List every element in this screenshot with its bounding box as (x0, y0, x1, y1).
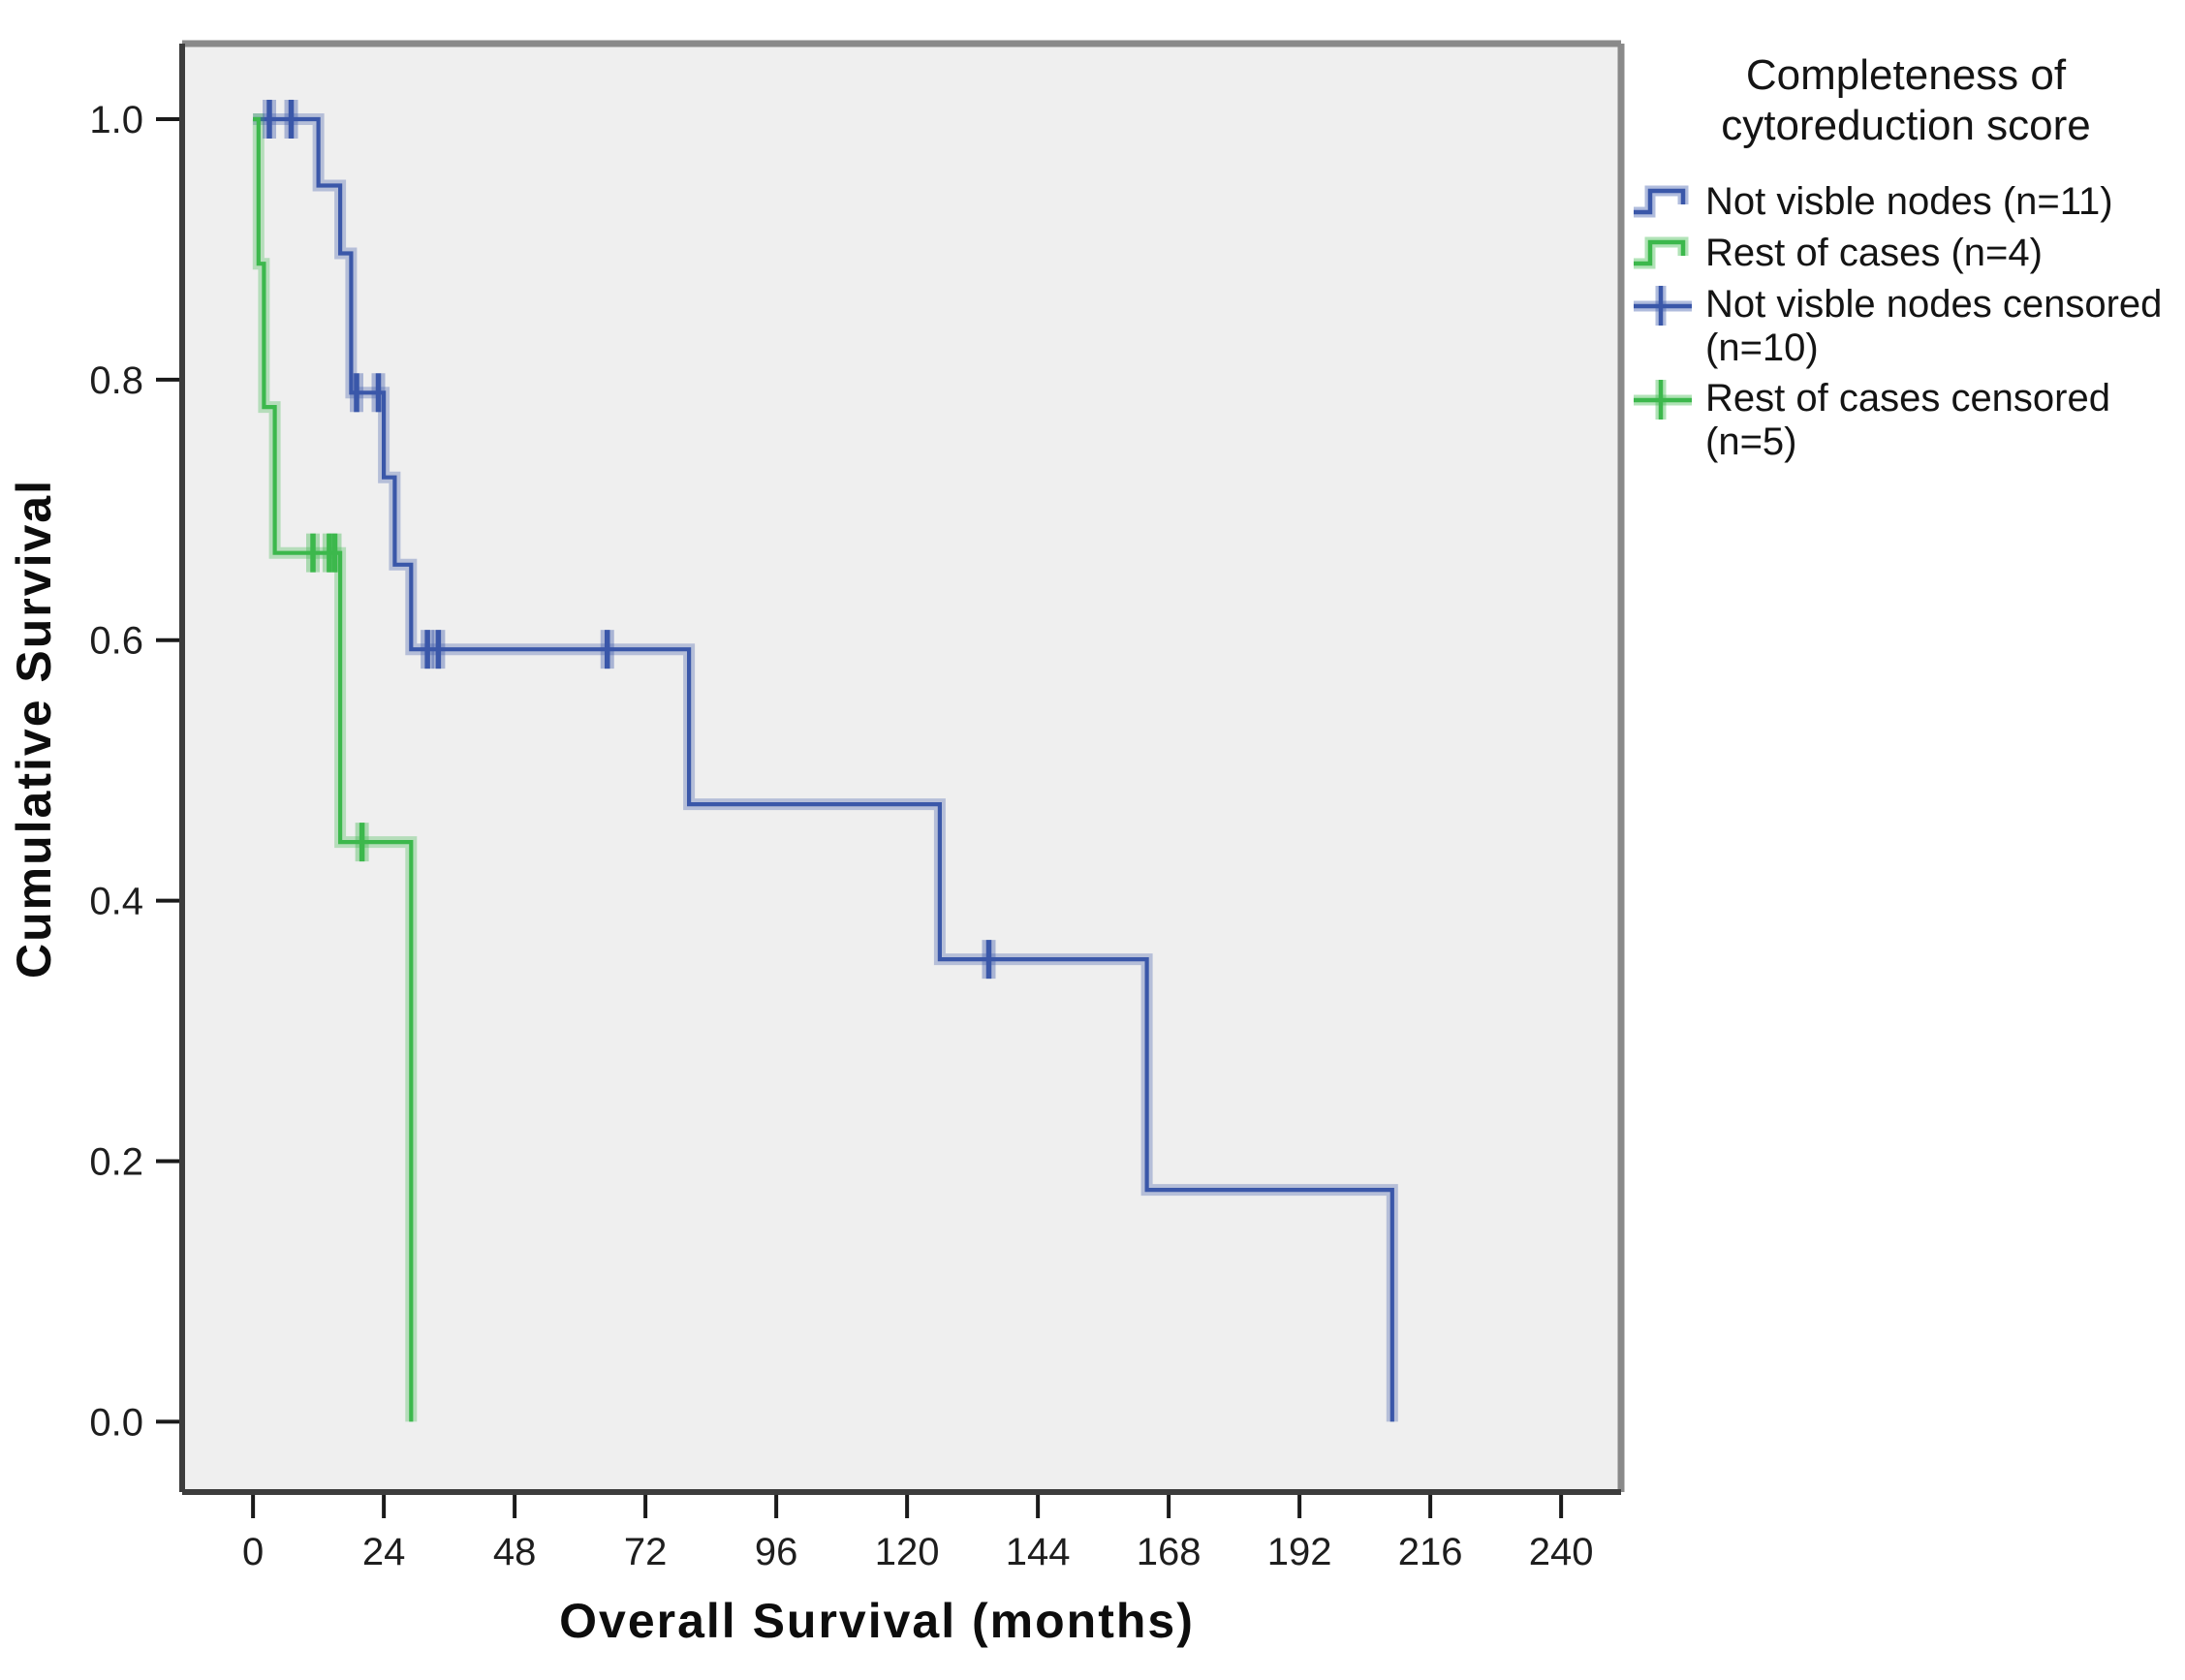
legend-step-line-swatch-blue (1634, 185, 1689, 218)
legend-item-rest-of-cases-censored: Rest of cases censored (n=5) (1632, 377, 2180, 464)
legend-item-label: Not visble nodes (n=11) (1705, 179, 2113, 223)
legend-item-not-visible-nodes-censored: Not visble nodes censored (n=10) (1632, 283, 2180, 370)
legend-step-line-swatch-green (1634, 236, 1689, 269)
x-tick-label: 96 (755, 1531, 798, 1573)
x-tick-label: 192 (1267, 1531, 1332, 1573)
legend-censor-plus-swatch-blue (1634, 285, 1692, 326)
x-tick-label: 72 (624, 1531, 668, 1573)
y-axis-title: Cumulative Survival (7, 479, 61, 979)
legend-item-label: Not visble nodes censored (n=10) (1705, 282, 2163, 369)
survival-curve (253, 116, 1394, 1422)
x-axis-title: Overall Survival (months) (559, 1594, 1195, 1648)
y-tick-label: 0.0 (89, 1401, 143, 1444)
y-tick-label: 1.0 (89, 99, 143, 141)
legend-censor-plus-swatch-green (1634, 380, 1692, 420)
x-tick-label: 168 (1137, 1531, 1202, 1573)
x-tick-label: 120 (875, 1531, 940, 1573)
y-tick-label: 0.4 (89, 881, 143, 923)
y-axis-ticks (156, 116, 179, 1424)
x-axis-ticks (251, 1495, 1564, 1518)
x-axis-labels: 0 24 48 72 96 120 144 168 192 216 240 (242, 1531, 1594, 1573)
legend: Completeness of cytoreduction score Not … (1632, 50, 2180, 472)
plot-frame (179, 40, 1625, 1495)
y-tick-label: 0.2 (89, 1141, 143, 1184)
legend-item-not-visible-nodes: Not visble nodes (n=11) (1632, 180, 2180, 225)
censor-marks (263, 99, 996, 980)
legend-item-label: Rest of cases censored (n=5) (1705, 377, 2110, 464)
legend-item-rest-of-cases: Rest of cases (n=4) (1632, 232, 2180, 276)
y-tick-label: 0.8 (89, 359, 143, 402)
y-axis-labels: 0.0 0.2 0.4 0.6 0.8 1.0 (89, 99, 143, 1444)
x-tick-label: 0 (242, 1531, 264, 1573)
x-tick-label: 240 (1529, 1531, 1594, 1573)
plot-area-background (182, 44, 1621, 1492)
x-tick-label: 144 (1006, 1531, 1071, 1573)
x-tick-label: 216 (1398, 1531, 1463, 1573)
x-tick-label: 48 (493, 1531, 537, 1573)
x-tick-label: 24 (362, 1531, 406, 1573)
y-tick-label: 0.6 (89, 620, 143, 663)
y-axis: 0.0 0.2 0.4 0.6 0.8 1.0 Cumulative Survival (7, 99, 179, 1444)
x-axis: 0 24 48 72 96 120 144 168 192 216 240 Overall Surv… (242, 1495, 1594, 1648)
legend-title: Completeness of cytoreduction score (1721, 51, 2091, 149)
legend-item-label: Rest of cases (n=4) (1705, 231, 2043, 274)
